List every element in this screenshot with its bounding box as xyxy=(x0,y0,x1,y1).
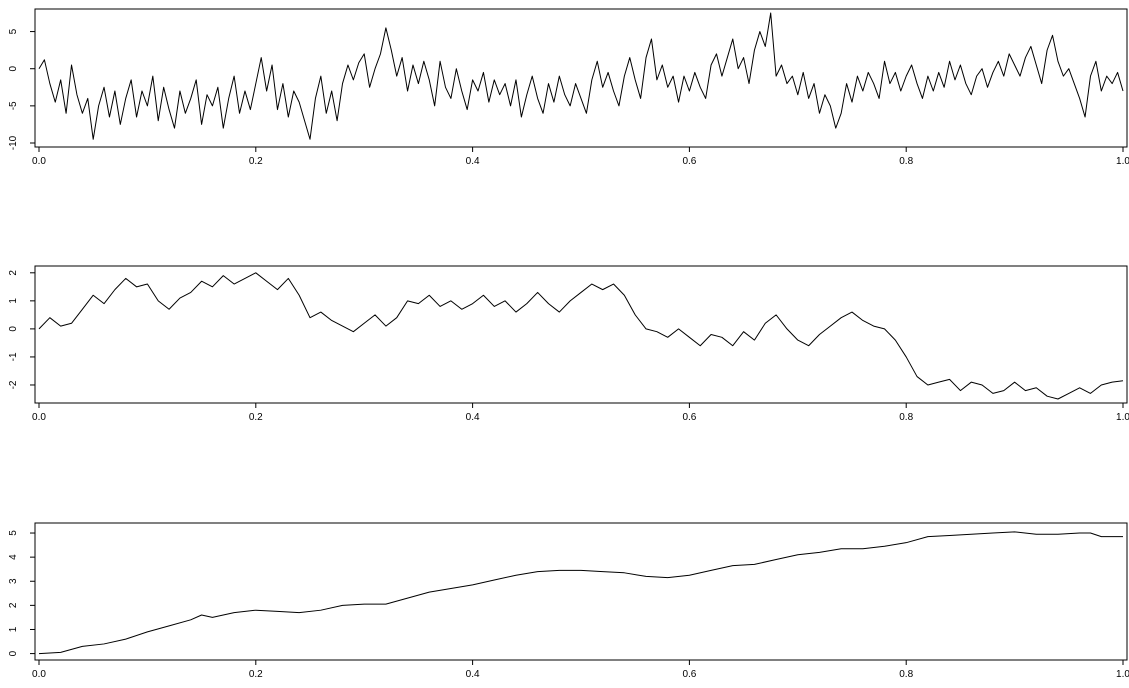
x-tick-label: 0.8 xyxy=(899,412,913,423)
y-tick-label: 0 xyxy=(8,65,19,71)
y-tick-label: -1 xyxy=(8,352,19,361)
y-tick-label: 5 xyxy=(8,28,19,34)
y-tick-label: -5 xyxy=(8,101,19,110)
plot-frame xyxy=(34,265,1128,404)
y-tick-label: 1 xyxy=(8,626,19,632)
x-tick-label: 0.2 xyxy=(249,156,263,167)
y-tick-label: 2 xyxy=(8,270,19,276)
x-tick-label: 0.6 xyxy=(682,669,696,680)
y-axis: -10 -5 0 5 xyxy=(8,28,36,150)
x-tick-label: 0.4 xyxy=(466,412,480,423)
plot-frame xyxy=(34,522,1128,661)
y-tick-label: 0 xyxy=(8,326,19,332)
x-tick-label: 0.0 xyxy=(32,412,46,423)
x-axis: 0.0 0.2 0.4 0.6 0.8 1.0 xyxy=(32,146,1129,167)
x-axis: 0.0 0.2 0.4 0.6 0.8 1.0 xyxy=(32,659,1129,680)
y-tick-label: 0 xyxy=(8,650,19,656)
series-line xyxy=(38,12,1124,140)
y-tick-label: 4 xyxy=(8,554,19,560)
panel-1: 0.0 0.2 0.4 0.6 0.8 1.0 -10 -5 0 5 xyxy=(8,8,1129,167)
x-tick-label: 1.0 xyxy=(1116,412,1129,423)
panel-2: 0.0 0.2 0.4 0.6 0.8 1.0 -2 -1 0 1 2 xyxy=(8,265,1129,423)
plot-frame xyxy=(34,8,1128,148)
y-axis: 0 1 2 3 4 5 xyxy=(8,530,36,656)
panel-3: 0.0 0.2 0.4 0.6 0.8 1.0 0 1 2 3 4 5 xyxy=(8,522,1129,680)
y-tick-label: 1 xyxy=(8,298,19,304)
x-tick-label: 1.0 xyxy=(1116,669,1129,680)
y-tick-label: 2 xyxy=(8,602,19,608)
y-tick-label: -10 xyxy=(8,135,19,150)
x-tick-label: 0.0 xyxy=(32,669,46,680)
x-tick-label: 0.6 xyxy=(682,412,696,423)
series-line xyxy=(38,272,1124,400)
x-tick-label: 0.4 xyxy=(466,156,480,167)
y-tick-label: -2 xyxy=(8,380,19,389)
x-tick-label: 0.0 xyxy=(32,156,46,167)
x-tick-label: 0.2 xyxy=(249,669,263,680)
x-tick-label: 1.0 xyxy=(1116,156,1129,167)
y-tick-label: 3 xyxy=(8,578,19,584)
x-tick-label: 0.8 xyxy=(899,156,913,167)
y-tick-label: 5 xyxy=(8,530,19,536)
series-line xyxy=(38,531,1123,655)
x-tick-label: 0.6 xyxy=(682,156,696,167)
x-tick-label: 0.4 xyxy=(466,669,480,680)
x-tick-label: 0.8 xyxy=(899,669,913,680)
x-tick-label: 0.2 xyxy=(249,412,263,423)
y-axis: -2 -1 0 1 2 xyxy=(8,270,36,389)
x-axis: 0.0 0.2 0.4 0.6 0.8 1.0 xyxy=(32,402,1129,423)
